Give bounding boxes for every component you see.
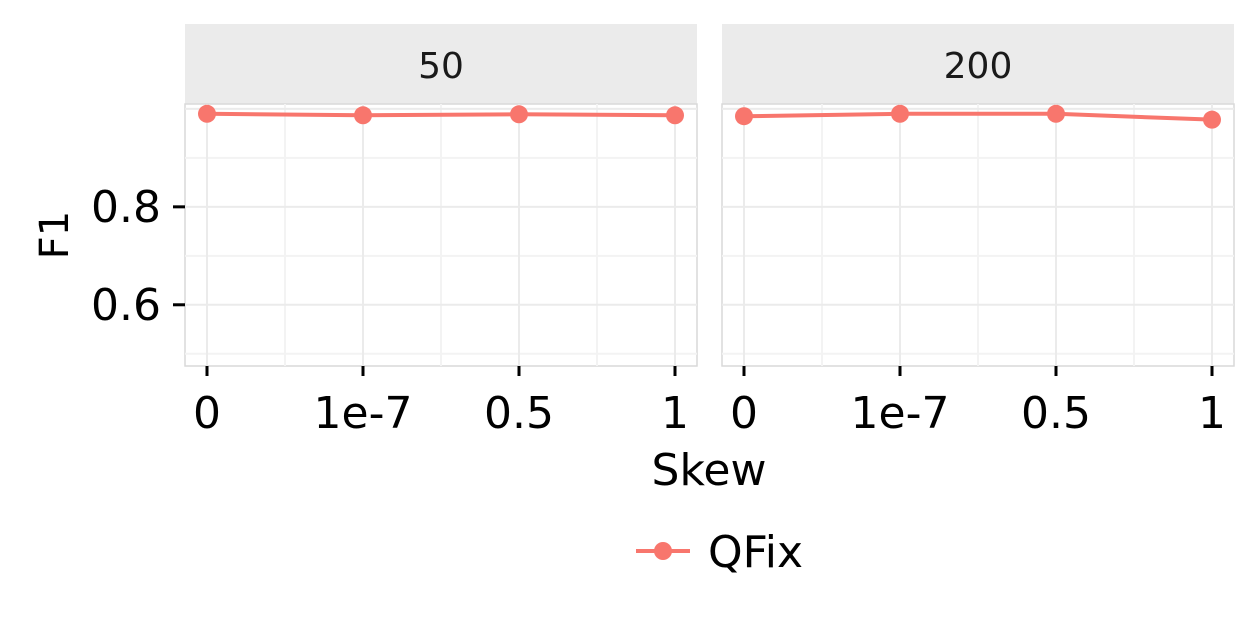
strip-label: 50 — [418, 46, 464, 87]
legend: QFix — [636, 527, 803, 578]
panels-layer: 50 0 1e-7 0.5 1 200 0 1e-7 0.5 1 — [184, 24, 1235, 439]
facet-panel-200: 200 0 1e-7 0.5 1 — [721, 24, 1235, 439]
x-tick-label: 1e-7 — [851, 388, 950, 439]
y-axis-title: F1 — [32, 211, 78, 259]
y-axis: 0.6 0.8 — [91, 182, 185, 331]
data-point — [510, 105, 528, 124]
strip-background — [722, 24, 1234, 104]
y-tick-label: 0.8 — [91, 182, 161, 233]
data-point — [735, 107, 753, 126]
x-tick-label: 1 — [1198, 388, 1226, 439]
data-point — [666, 106, 684, 125]
facet-panel-50: 50 0 1e-7 0.5 1 — [184, 24, 698, 439]
x-tick-label: 0.5 — [1021, 388, 1091, 439]
x-tick-label: 0 — [193, 388, 221, 439]
data-point — [198, 104, 216, 123]
x-axis-title: Skew — [652, 445, 767, 496]
series-line-QFix — [743, 111, 1213, 122]
data-point — [354, 106, 372, 125]
data-point — [891, 104, 909, 123]
x-tick-label: 1 — [661, 388, 689, 439]
series-line-QFix — [206, 111, 676, 118]
x-tick-label: 1e-7 — [314, 388, 413, 439]
strip-label: 200 — [944, 46, 1013, 87]
legend-label: QFix — [708, 527, 803, 578]
x-tick-label: 0.5 — [484, 388, 554, 439]
legend-key-point — [654, 542, 672, 560]
data-point — [1047, 104, 1065, 123]
data-point — [1203, 110, 1221, 129]
y-tick-label: 0.6 — [91, 280, 161, 331]
x-tick-label: 0 — [730, 388, 758, 439]
strip-background — [185, 24, 697, 104]
